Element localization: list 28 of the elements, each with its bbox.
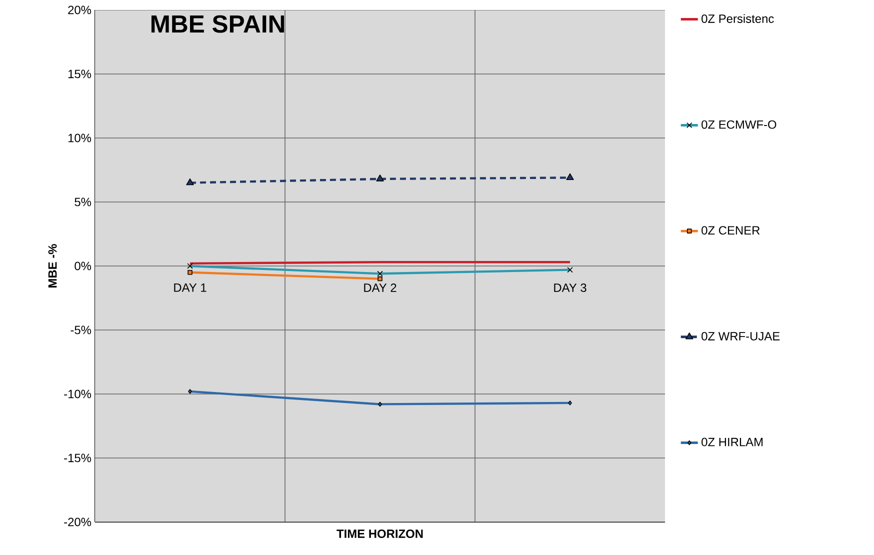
point bbox=[378, 402, 382, 407]
legend-label: 0Z Persistenc bbox=[702, 14, 774, 23]
point bbox=[188, 270, 192, 275]
y-tick-label: 5% bbox=[74, 198, 92, 206]
y-tick-label: -5% bbox=[70, 326, 92, 334]
x-tick-label: DAY 3 bbox=[554, 284, 586, 292]
legend-label: 0Z HIRLAM bbox=[702, 438, 763, 446]
y-tick-label: -10% bbox=[64, 390, 92, 398]
legend-label: 0Z WRF-UJAE bbox=[702, 332, 780, 340]
point bbox=[378, 276, 382, 282]
y-tick-label: -15% bbox=[64, 454, 92, 462]
x-axis-title: TIME HORIZON bbox=[336, 530, 423, 538]
y-tick-label: 15% bbox=[68, 70, 92, 78]
legend-label: 0Z CENER bbox=[702, 226, 760, 235]
point bbox=[188, 389, 192, 394]
y-tick-label: 0% bbox=[74, 262, 92, 270]
y-tick-label: 10% bbox=[68, 134, 92, 142]
chart-title: MBE SPAIN bbox=[151, 15, 284, 33]
x-tick-label: DAY 1 bbox=[174, 284, 206, 292]
y-tick-label: -20% bbox=[64, 518, 92, 526]
x-tick-label: DAY 2 bbox=[364, 284, 396, 292]
y-axis-title: MBE -% bbox=[48, 244, 57, 288]
point bbox=[376, 174, 384, 182]
point bbox=[186, 178, 194, 186]
point bbox=[568, 400, 572, 406]
legend-label: 0Z ECMWF-O bbox=[702, 120, 776, 129]
y-tick-label: 20% bbox=[68, 6, 92, 14]
point bbox=[566, 173, 574, 180]
